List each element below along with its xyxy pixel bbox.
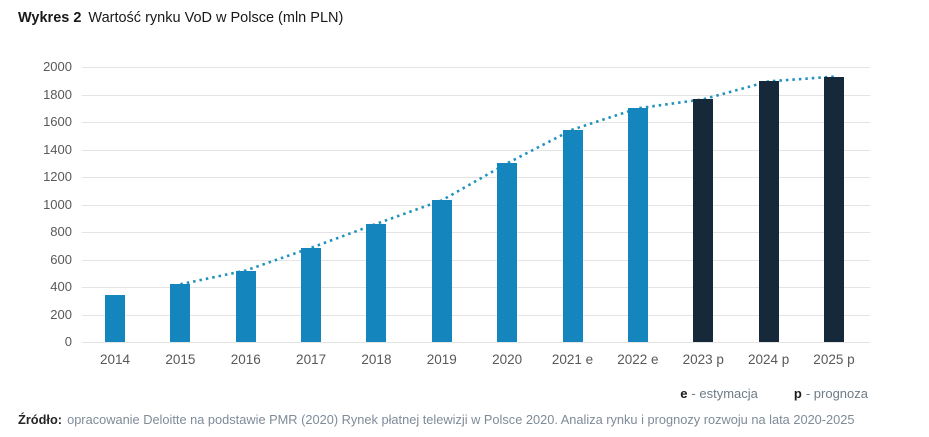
- legend-symbol-e: e: [680, 386, 688, 401]
- y-tick-label-600: 600: [50, 251, 72, 267]
- bar-2024p: [758, 81, 779, 342]
- gridline-2000: [82, 67, 870, 68]
- x-tick-label-2022e: 2022 e: [617, 352, 659, 367]
- trend-polyline: [180, 75, 835, 286]
- x-tick-label-2024p: 2024 p: [747, 352, 790, 367]
- y-tick-label-1000: 1000: [43, 196, 72, 212]
- trend-line: [180, 75, 835, 286]
- y-tick-label-1200: 1200: [43, 169, 72, 184]
- bar-2018: [366, 223, 387, 342]
- gridline-1000: [82, 204, 870, 206]
- chart-title-number: Wykres 2: [18, 10, 82, 26]
- gridline-800: [82, 232, 870, 233]
- bar-2015: [170, 284, 191, 342]
- bar-2021e: [562, 129, 583, 342]
- y-tick-label-2000: 2000: [43, 59, 72, 74]
- x-tick-label-2019: 2019: [426, 352, 457, 367]
- x-tick-label-2023p: 2023 p: [682, 352, 724, 367]
- x-tick-label-2018: 2018: [361, 352, 392, 367]
- bar-2017: [301, 247, 322, 342]
- bar-2025p: [823, 76, 844, 342]
- x-tick-label-2021e: 2021 e: [551, 352, 594, 367]
- x-tick-label-2014: 2014: [99, 352, 131, 367]
- y-tick-label-1600: 1600: [43, 114, 72, 129]
- chart-legend: e- estymacja p- prognoza: [680, 386, 868, 401]
- gridline-1400: [82, 149, 870, 151]
- x-tick-label-2017: 2017: [296, 352, 327, 367]
- legend-text-forecast: - prognoza: [805, 386, 868, 401]
- gridline-400: [82, 287, 870, 288]
- bar-2023p: [693, 99, 714, 342]
- x-tick-label-2025p: 2025 p: [813, 352, 855, 367]
- gridline-1600: [82, 122, 870, 123]
- x-tick-label-2016: 2016: [230, 352, 261, 367]
- plot-area: [82, 67, 870, 343]
- bar-2014: [105, 295, 125, 342]
- y-tick-label-800: 800: [50, 224, 72, 239]
- y-tick-label-1800: 1800: [43, 86, 72, 102]
- gridline-0: [82, 342, 870, 343]
- gridline-1800: [82, 94, 870, 96]
- source-text: opracowanie Deloitte na podstawie PMR (2…: [67, 412, 855, 427]
- gridline-1200: [82, 177, 870, 178]
- y-tick-label-0: 0: [64, 334, 72, 349]
- y-tick-label-1400: 1400: [43, 141, 72, 157]
- y-tick-label-400: 400: [50, 279, 72, 294]
- plot-wrapper: 0 200 400 600 800 1000 1200 1400 1600 1800 2000 20…: [43, 59, 870, 367]
- legend-item-forecast: p- prognoza: [794, 386, 868, 401]
- x-tick-label-2020: 2020: [492, 352, 523, 367]
- source-label: Źródło:: [18, 412, 63, 427]
- x-tick-label-2015: 2015: [165, 352, 196, 367]
- y-tick-label-200: 200: [50, 306, 72, 322]
- bar-2020: [497, 163, 518, 342]
- chart-title-text: Wartość rynku VoD w Polsce (mln PLN): [88, 10, 344, 26]
- legend-text-estimation: - estymacja: [691, 386, 758, 401]
- legend-item-estimation: e- estymacja: [680, 386, 758, 401]
- legend-symbol-p: p: [793, 386, 802, 401]
- gridline-600: [82, 259, 870, 261]
- bar-2019: [431, 200, 452, 342]
- chart-title: Wykres 2 Wartość rynku VoD w Polsce (mln …: [18, 10, 343, 26]
- gridline-200: [82, 314, 870, 316]
- bar-2022e: [627, 108, 648, 342]
- source-citation: Źródło: opracowanie Deloitte na podstawie…: [18, 412, 855, 427]
- bar-2016: [235, 270, 256, 342]
